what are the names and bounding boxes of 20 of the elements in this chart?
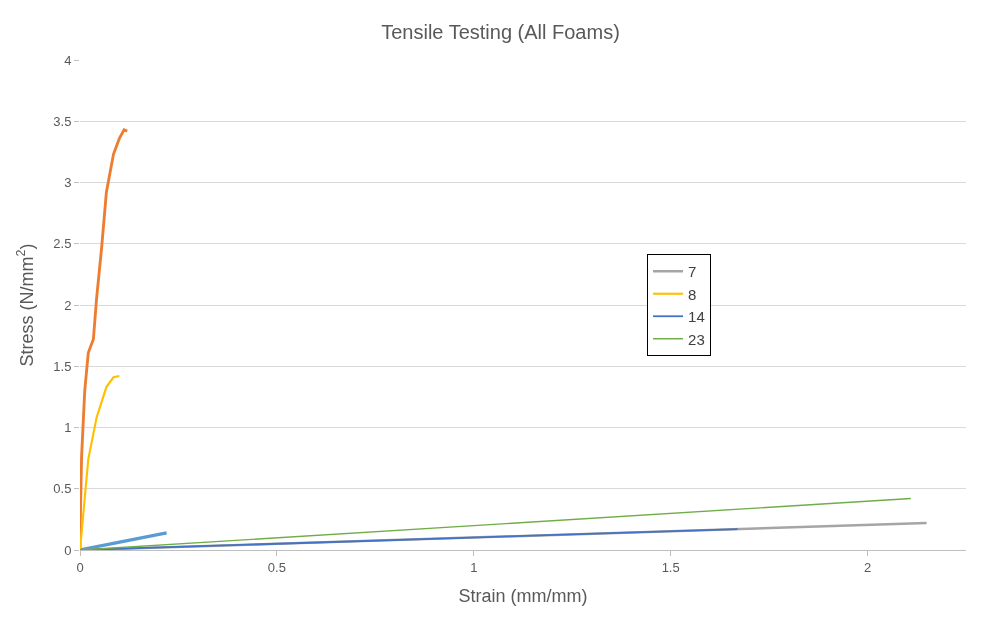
y-tick-label: 2.5 (53, 236, 72, 252)
legend-label: 7 (688, 263, 697, 281)
legend-label: 23 (688, 330, 705, 348)
x-tick-label: 0.5 (267, 559, 286, 575)
y-tick-label: 0 (64, 542, 72, 558)
y-tick-label: 2 (64, 297, 72, 313)
x-tick-label: 0 (76, 559, 84, 575)
x-axis-title: Strain (mm/mm) (458, 585, 588, 606)
y-tick-label: 0.5 (53, 481, 72, 497)
x-tick-label: 1 (470, 559, 478, 575)
y-tick-label: 4 (64, 52, 72, 68)
legend-label: 8 (688, 285, 697, 303)
x-tick-label: 1.5 (661, 559, 680, 575)
y-tick-label: 3 (64, 175, 72, 191)
chart-title: Tensile Testing (All Foams) (381, 20, 620, 43)
y-tick-label: 1.5 (53, 358, 72, 374)
y-tick-label: 1 (64, 420, 72, 436)
legend-label: 14 (688, 308, 705, 326)
y-tick-label: 3.5 (53, 113, 72, 129)
x-tick-label: 2 (863, 559, 872, 575)
